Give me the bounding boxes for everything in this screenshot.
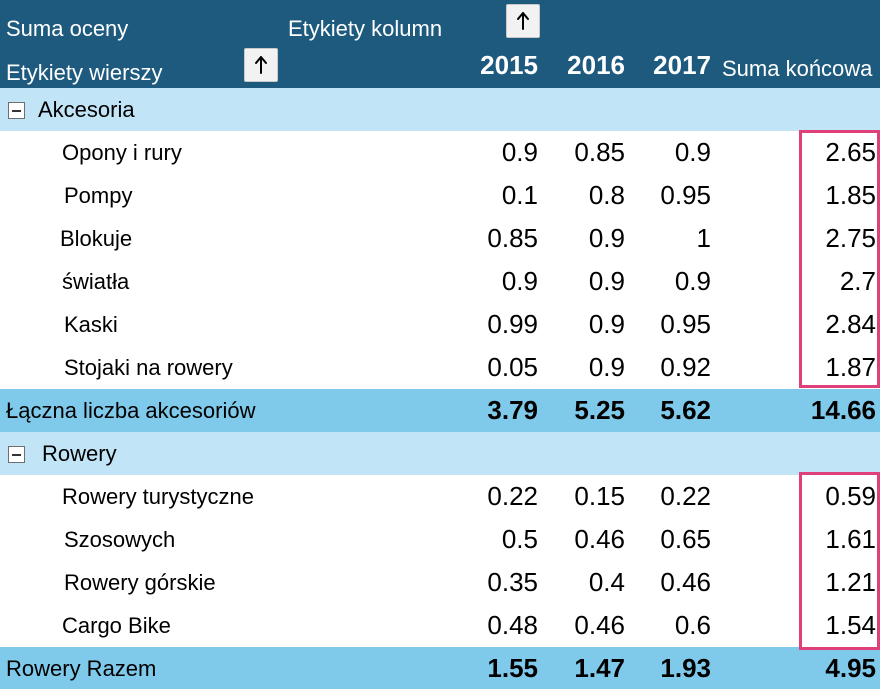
year-header-2017[interactable]: 2017 [653,50,711,80]
cell-2017[interactable]: 0.6 [674,610,711,640]
row-label: Blokuje [60,226,133,251]
subtotal-row-rowery[interactable]: Rowery Razem 1.55 1.47 1.93 4.95 [0,647,880,689]
minus-box-icon[interactable] [8,446,25,463]
cell-2015[interactable]: 0.22 [487,481,538,511]
cell-2017[interactable]: 0.65 [660,524,711,554]
cell-2015[interactable]: 0.85 [487,223,538,253]
cell-2016[interactable]: 0.8 [588,180,625,210]
year-header-2016[interactable]: 2016 [567,50,625,80]
year-header-2015[interactable]: 2015 [480,50,538,80]
cell-total[interactable]: 1.54 [825,610,876,640]
table-row[interactable]: Szosowych 0.5 0.46 0.65 1.61 [0,518,880,561]
subtotal-total[interactable]: 14.66 [810,395,876,425]
cell-2016[interactable]: 0.4 [588,567,625,597]
cell-2015[interactable]: 0.48 [487,610,538,640]
pivot-header: Suma oceny Etykiety kolumn Etykiety wier… [0,0,880,88]
subtotal-2015[interactable]: 1.55 [487,653,538,683]
group-label: Akcesoria [38,97,135,122]
table-row[interactable]: Blokuje 0.85 0.9 1 2.75 [0,217,880,260]
column-labels-sort-button[interactable] [506,4,540,38]
cell-2015[interactable]: 0.5 [501,524,538,554]
row-labels-label: Etykiety wierszy [6,60,163,85]
cell-2017[interactable]: 0.9 [674,137,711,167]
row-label: Pompy [64,183,133,208]
subtotal-total[interactable]: 4.95 [825,653,876,683]
subtotal-2016[interactable]: 5.25 [574,395,625,425]
cell-2015[interactable]: 0.9 [501,266,538,296]
subtotal-label: Rowery Razem [6,656,157,681]
table-row[interactable]: Stojaki na rowery 0.05 0.9 0.92 1.87 [0,346,880,389]
table-row[interactable]: Kaski 0.99 0.9 0.95 2.84 [0,303,880,346]
cell-2016[interactable]: 0.9 [588,266,625,296]
table-row[interactable]: Cargo Bike 0.48 0.46 0.6 1.54 [0,604,880,647]
cell-2015[interactable]: 0.9 [501,137,538,167]
cell-2015[interactable]: 0.1 [501,180,538,210]
row-label: Szosowych [64,527,176,552]
row-label: Cargo Bike [62,613,171,638]
cell-2017[interactable]: 0.46 [660,567,711,597]
row-label: Rowery turystyczne [62,484,254,509]
subtotal-2017[interactable]: 1.93 [660,653,711,683]
cell-2016[interactable]: 0.85 [574,137,625,167]
cell-2016[interactable]: 0.9 [588,352,625,382]
row-label: Opony i rury [62,140,182,165]
group-label: Rowery [42,441,117,466]
column-labels-label: Etykiety kolumn [288,16,443,41]
value-field-label: Suma oceny [6,16,129,41]
row-label: Rowery górskie [64,570,216,595]
subtotal-2017[interactable]: 5.62 [660,395,711,425]
table-row[interactable]: światła 0.9 0.9 0.9 2.7 [0,260,880,303]
up-arrow-icon [255,56,267,74]
row-labels-sort-button[interactable] [244,48,278,82]
cell-2017[interactable]: 0.95 [660,180,711,210]
minus-box-icon[interactable] [8,102,25,119]
cell-total[interactable]: 2.84 [825,309,876,339]
cell-2017[interactable]: 0.92 [660,352,711,382]
cell-total[interactable]: 2.65 [825,137,876,167]
cell-total[interactable]: 2.7 [839,266,876,296]
cell-total[interactable]: 1.61 [825,524,876,554]
cell-2015[interactable]: 0.05 [487,352,538,382]
up-arrow-icon [517,12,529,30]
subtotal-2016[interactable]: 1.47 [574,653,625,683]
cell-2015[interactable]: 0.99 [487,309,538,339]
cell-total[interactable]: 1.87 [825,352,876,382]
cell-2016[interactable]: 0.46 [574,610,625,640]
cell-total[interactable]: 1.85 [825,180,876,210]
grand-total-header: Suma końcowa [722,56,873,81]
cell-2017[interactable]: 0.9 [674,266,711,296]
cell-total[interactable]: 0.59 [825,481,876,511]
subtotal-row-akcesoria[interactable]: Łączna liczba akcesoriów 3.79 5.25 5.62 … [0,389,880,432]
group-row-rowery[interactable]: Rowery [0,432,880,475]
cell-2017[interactable]: 1 [696,223,711,253]
cell-2016[interactable]: 0.46 [574,524,625,554]
cell-2017[interactable]: 0.22 [660,481,711,511]
cell-total[interactable]: 2.75 [825,223,876,253]
row-label: Kaski [64,312,118,337]
cell-total[interactable]: 1.21 [825,567,876,597]
cell-2015[interactable]: 0.35 [487,567,538,597]
cell-2017[interactable]: 0.95 [660,309,711,339]
table-row[interactable]: Pompy 0.1 0.8 0.95 1.85 [0,174,880,217]
table-row[interactable]: Rowery turystyczne 0.22 0.15 0.22 0.59 [0,475,880,518]
group-row-akcesoria[interactable]: Akcesoria [0,88,880,131]
table-row[interactable]: Rowery górskie 0.35 0.4 0.46 1.21 [0,561,880,604]
table-row[interactable]: Opony i rury 0.9 0.85 0.9 2.65 [0,131,880,174]
subtotal-label: Łączna liczba akcesoriów [6,398,256,423]
subtotal-2015[interactable]: 3.79 [487,395,538,425]
cell-2016[interactable]: 0.9 [588,223,625,253]
cell-2016[interactable]: 0.9 [588,309,625,339]
cell-2016[interactable]: 0.15 [574,481,625,511]
row-label: światła [62,269,130,294]
row-label: Stojaki na rowery [64,355,233,380]
